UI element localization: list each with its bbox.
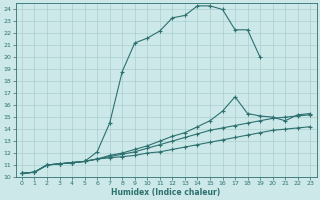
X-axis label: Humidex (Indice chaleur): Humidex (Indice chaleur) xyxy=(111,188,221,197)
